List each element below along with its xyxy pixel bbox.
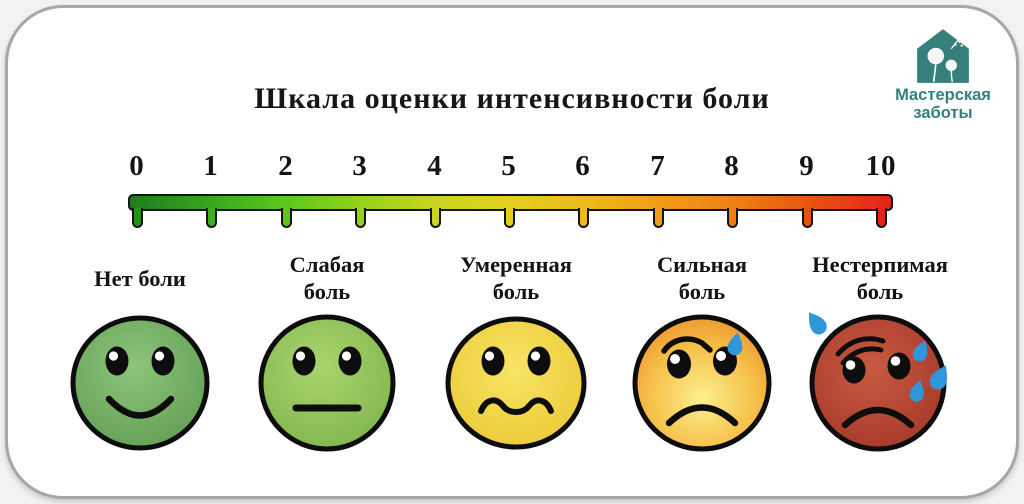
- house-dandelion-icon: [917, 29, 969, 83]
- logo: Мастерская заботы: [868, 28, 1018, 123]
- mild-pain-face: [247, 308, 407, 458]
- scale-tick-8: [726, 208, 738, 228]
- label-moderate-pain: Умеренная боль: [416, 250, 616, 308]
- label-line: боль: [856, 279, 904, 304]
- logo-text: Мастерская заботы: [868, 86, 1018, 123]
- sweat-drop-icon: [912, 340, 928, 362]
- scale-tick-10: [875, 208, 887, 228]
- scale-number-6: 6: [575, 150, 591, 182]
- scale-tick-9: [801, 208, 813, 228]
- severe-pain-face: [622, 308, 782, 458]
- scale-number-2: 2: [278, 150, 294, 182]
- label-line: боль: [492, 279, 540, 304]
- scale-tick-7: [652, 208, 664, 228]
- scale-number-3: 3: [352, 150, 368, 182]
- label-line: Нет боли: [94, 265, 186, 291]
- moderate-pain-face: [436, 308, 596, 458]
- scale-number-10: 10: [865, 150, 897, 182]
- sweat-drop-icon: [929, 365, 948, 390]
- label-line: боль: [303, 279, 351, 304]
- label-line: Сильная: [656, 252, 748, 278]
- no-pain-face: [60, 308, 220, 458]
- label-no-pain: Нет боли: [40, 250, 240, 308]
- scale-number-1: 1: [203, 150, 219, 182]
- scale-number-8: 8: [724, 150, 740, 182]
- scale-tick-0: [131, 208, 143, 228]
- logo-line2: заботы: [913, 104, 973, 123]
- scale-tick-4: [429, 208, 441, 228]
- label-line: Умеренная: [460, 252, 572, 278]
- sweat-drop-icon: [909, 379, 924, 402]
- scale-number-7: 7: [650, 150, 666, 182]
- sweat-drop-icon: [808, 312, 827, 335]
- scale-number-4: 4: [427, 150, 443, 182]
- scale-tick-1: [205, 208, 217, 228]
- label-line: Слабая: [289, 252, 365, 278]
- label-line: боль: [678, 279, 726, 304]
- label-unbearable-pain: Нестерпимая боль: [780, 250, 980, 308]
- scale-number-5: 5: [501, 150, 517, 182]
- label-mild-pain: Слабая боль: [227, 250, 427, 308]
- scale-number-9: 9: [799, 150, 815, 182]
- scale-tick-3: [354, 208, 366, 228]
- scale-tick-5: [503, 208, 515, 228]
- unbearable-pain-face: [798, 308, 958, 458]
- label-line: Нестерпимая: [812, 252, 948, 278]
- page-title: Шкала оценки интенсивности боли: [254, 82, 770, 115]
- scale-number-0: 0: [129, 150, 145, 182]
- sweat-drop-icon: [727, 332, 743, 356]
- scale-tick-6: [577, 208, 589, 228]
- label-severe-pain: Сильная боль: [602, 250, 802, 308]
- logo-line1: Мастерская: [895, 86, 991, 104]
- scale-tick-2: [280, 208, 292, 228]
